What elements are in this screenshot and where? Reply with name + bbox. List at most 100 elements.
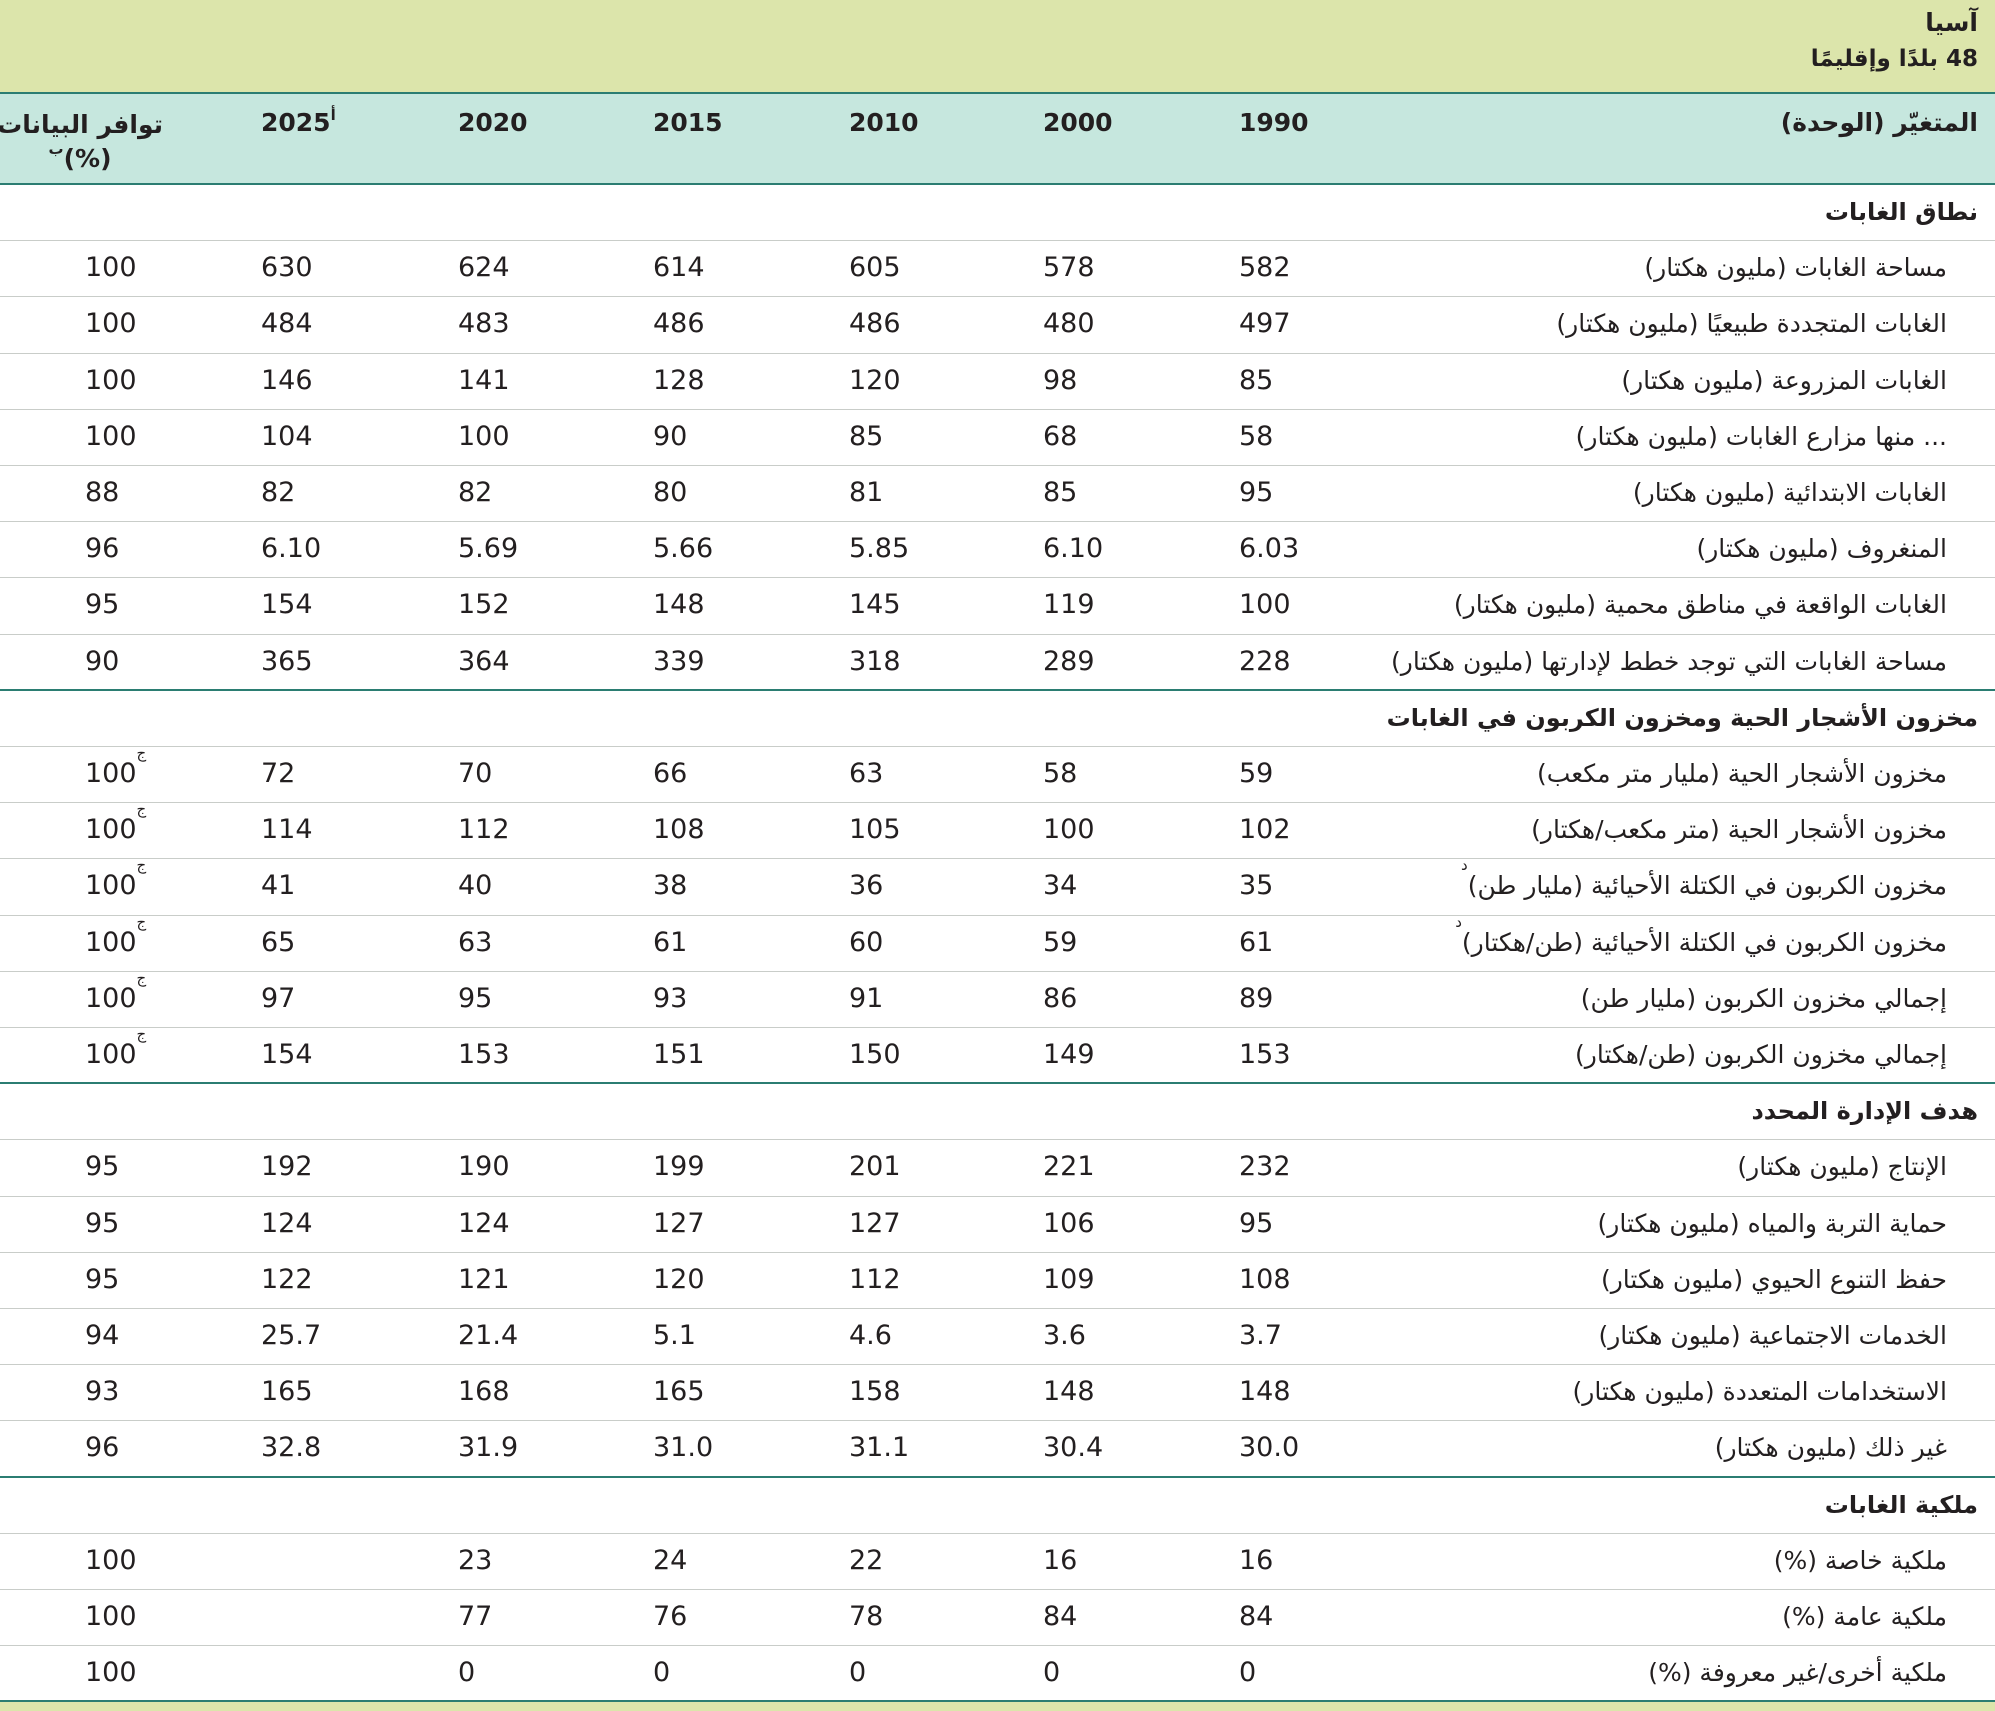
cell-value: 32.8 [261, 1432, 322, 1464]
cell-value: 31.1 [849, 1432, 910, 1464]
row-label: ملكية أخرى/غير معروفة (%) [1648, 1645, 1947, 1701]
cell-value: 93 [653, 982, 688, 1014]
footnote-marker: أ [330, 106, 336, 124]
cell-value: 154 [261, 589, 313, 621]
availability-value: 90 [85, 634, 119, 690]
footnote-marker: ج [136, 800, 147, 819]
column-header: 2020 [458, 108, 528, 137]
cell-value: 148 [1239, 1376, 1291, 1408]
cell-value: 23 [458, 1544, 493, 1576]
row-label: مخزون الأشجار الحية (مليار متر مكعب) [1537, 746, 1947, 802]
cell-value: 0 [1239, 1657, 1257, 1689]
cell-value: 289 [1043, 645, 1095, 677]
cell-value: 25.7 [261, 1320, 322, 1351]
text: 100 [85, 870, 137, 902]
footnote-marker: ج [136, 744, 147, 762]
text: مخزون الكربون في الكتلة الأحيائية (مليار… [1467, 871, 1947, 901]
cell-value: 76 [653, 1601, 688, 1632]
cell-value: 165 [653, 1376, 705, 1408]
availability-value: 100 [85, 240, 137, 296]
cell-value: 0 [849, 1657, 867, 1689]
text: حماية التربة والمياه (مليون هكتار) [1597, 1208, 1948, 1238]
text: 100 [85, 308, 137, 340]
cell-value: 582 [1239, 252, 1291, 284]
footnote-marker: ب [48, 140, 64, 158]
availability-value: 95 [85, 1196, 119, 1252]
cell-value: 63 [849, 758, 884, 789]
cell-value: 3.6 [1043, 1320, 1086, 1351]
cell-value: 127 [653, 1207, 705, 1239]
cell-value: 22 [849, 1544, 884, 1576]
cell-value: 66 [653, 758, 688, 789]
row-label: الغابات المزروعة (مليون هكتار) [1621, 353, 1947, 409]
column-header: 2010 [849, 108, 919, 137]
cell-value: 100 [1043, 814, 1095, 846]
text: 90 [85, 645, 120, 677]
cell-value: 108 [653, 814, 705, 846]
cell-value: 61 [653, 926, 688, 958]
cell-value: 85 [1043, 477, 1078, 508]
cell-value: 480 [1043, 308, 1095, 340]
cell-value: 0 [1043, 1657, 1061, 1689]
cell-value: 152 [458, 589, 510, 621]
header-line: توافر البيانات [0, 108, 163, 142]
cell-value: 6.10 [261, 533, 322, 565]
text: 88 [85, 477, 120, 508]
availability-value: 100 [85, 1645, 137, 1701]
availability-value: 94 [85, 1308, 119, 1364]
cell-value: 605 [849, 252, 901, 284]
cell-value: 112 [458, 814, 510, 846]
cell-value: 85 [1239, 364, 1274, 396]
bottom-band [0, 1702, 1995, 1711]
footnote-marker: ج [136, 1025, 147, 1043]
column-header: المتغيّر (الوحدة) [1780, 108, 1978, 137]
cell-value: 72 [261, 758, 296, 789]
text: 100 [85, 1657, 137, 1689]
row-label: مساحة الغابات (مليون هكتار) [1644, 240, 1947, 296]
text: 100 [85, 1039, 137, 1070]
cell-value: 82 [261, 477, 296, 508]
cell-value: 86 [1043, 982, 1078, 1014]
cell-value: 98 [1043, 364, 1078, 396]
availability-value: 100ج [85, 912, 147, 971]
cell-value: 365 [261, 645, 313, 677]
text: الغابات المتجددة طبيعيًا (مليون هكتار) [1556, 309, 1947, 339]
cell-value: 158 [849, 1376, 901, 1408]
availability-value: 96 [85, 521, 119, 577]
text: 94 [85, 1320, 120, 1351]
footnote-marker: د [1455, 912, 1462, 931]
footnote-marker: ج [136, 912, 147, 931]
cell-value: 91 [849, 982, 884, 1014]
cell-value: 84 [1043, 1601, 1078, 1632]
availability-value: 100 [85, 353, 137, 409]
subtitle: 48 بلدًا وإقليمًا [1810, 46, 1978, 72]
text: إجمالي مخزون الكربون (طن/هكتار) [1575, 1040, 1947, 1069]
row-divider [0, 1645, 1995, 1646]
cell-value: 63 [458, 926, 493, 958]
row-label: الغابات الواقعة في مناطق محمية (مليون هك… [1454, 577, 1947, 633]
cell-value: 148 [1043, 1376, 1095, 1408]
row-divider [0, 577, 1995, 578]
text: مخزون الكربون في الكتلة الأحيائية (طن/هك… [1461, 927, 1947, 957]
row-divider [0, 1252, 1995, 1253]
text: ... منها مزارع الغابات (مليون هكتار) [1575, 421, 1947, 451]
text: 93 [85, 1376, 120, 1408]
row-divider [0, 802, 1995, 803]
cell-value: 483 [458, 308, 510, 340]
cell-value: 146 [261, 364, 313, 396]
cell-value: 21.4 [458, 1320, 519, 1351]
text: 100 [85, 758, 137, 789]
footnote-marker: ج [136, 968, 147, 987]
text: 2000 [1043, 108, 1113, 137]
row-divider [0, 1420, 1995, 1421]
availability-value: 100ج [85, 858, 146, 914]
availability-value: 100 [85, 1533, 137, 1589]
cell-value: 201 [849, 1151, 901, 1183]
text: توافر البيانات [0, 110, 163, 139]
cell-value: 97 [261, 982, 296, 1014]
section-divider [0, 1082, 1995, 1084]
row-label: غير ذلك (مليون هكتار) [1715, 1420, 1947, 1476]
text: 100 [85, 814, 137, 846]
cell-value: 77 [458, 1601, 493, 1632]
